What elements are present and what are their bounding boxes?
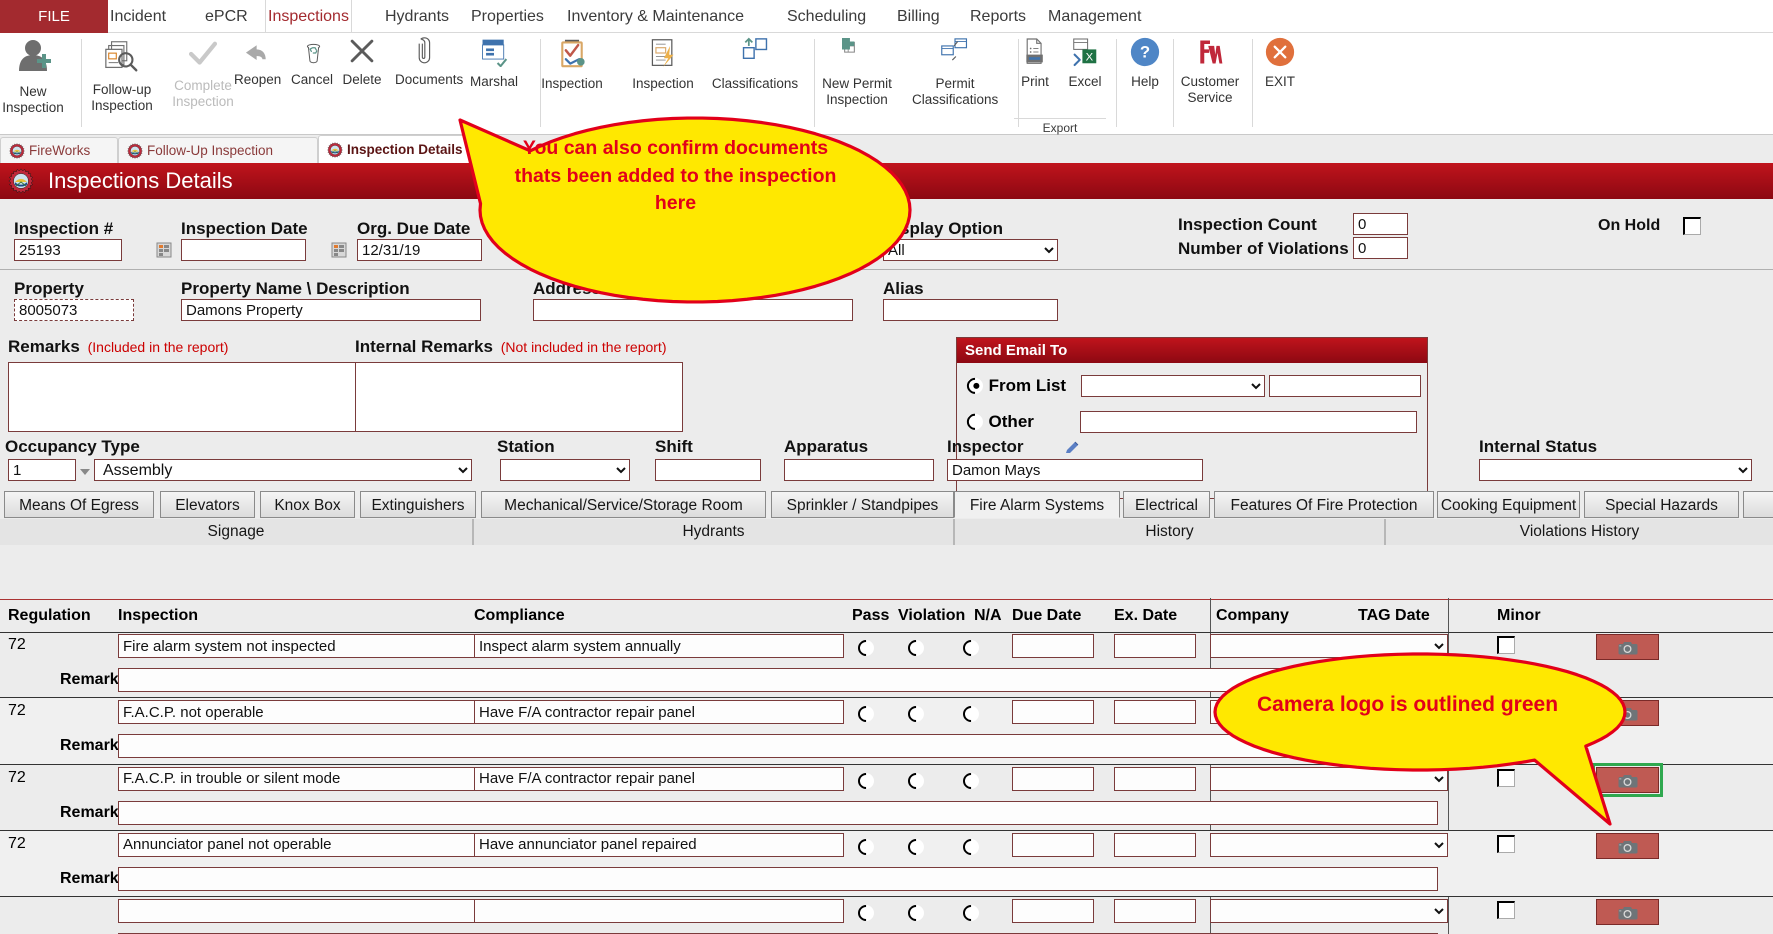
svg-text:?: ? [1140,42,1150,61]
svg-text:X: X [1086,52,1094,64]
